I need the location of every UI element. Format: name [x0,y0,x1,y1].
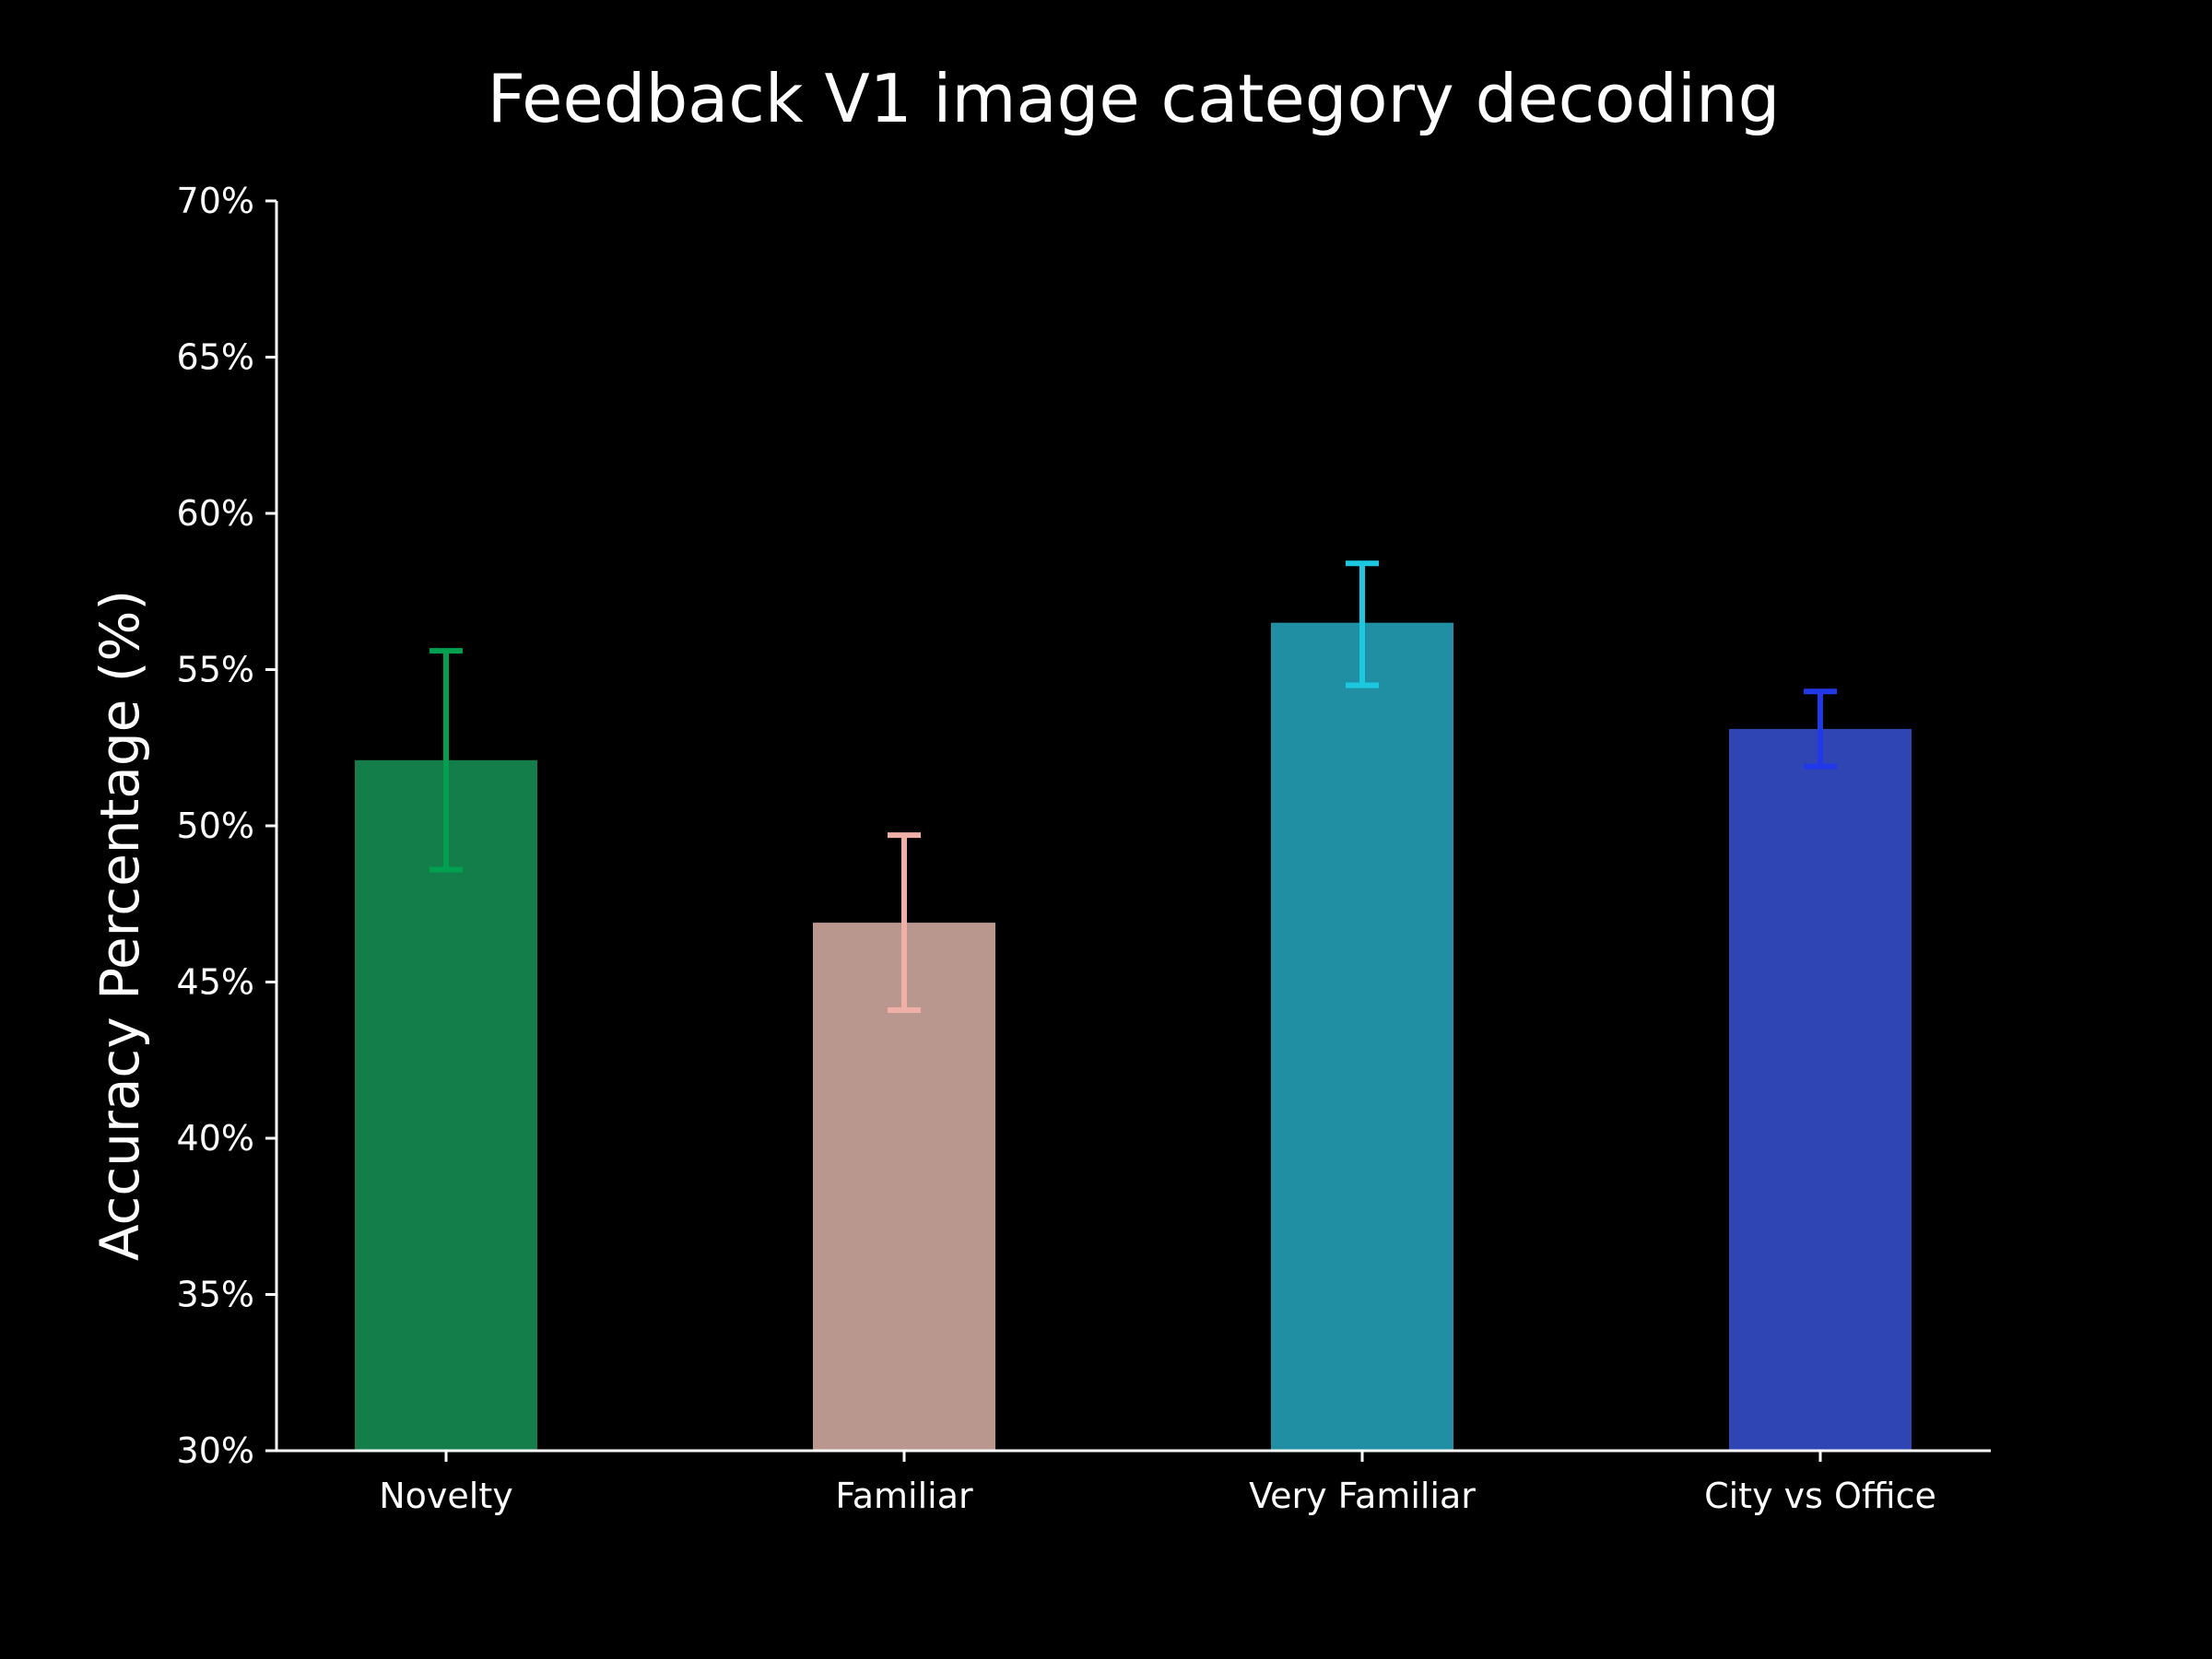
y-tick-label: 35% [177,1275,254,1315]
chart-title: Feedback V1 image category decoding [488,60,1781,137]
x-axis: Novelty Familiar Very Familiar City vs Offi… [276,1449,1991,1516]
y-tick-label: 40% [177,1118,254,1159]
y-tick-label: 50% [177,806,254,846]
bar-2 [1271,622,1453,1451]
bar-3 [1729,728,1912,1451]
bar-0 [355,759,537,1451]
y-tick-label: 30% [177,1430,254,1471]
y-tick-label: 55% [177,650,254,690]
error-bar-2 [1346,560,1379,688]
x-tick-label: Novelty [379,1476,513,1516]
x-tick-label: Very Familiar [1249,1476,1476,1516]
x-tick-label: City vs Office [1704,1476,1936,1516]
error-bar-3 [1804,688,1837,770]
error-bar-1 [888,832,921,1014]
y-tick-label: 60% [177,493,254,534]
bars [355,622,1912,1451]
error-bar-0 [429,648,463,873]
y-tick-label: 70% [177,181,254,221]
y-tick-label: 65% [177,337,254,378]
y-tick-label: 45% [177,962,254,1003]
y-axis-label: Accuracy Percentage (%) [88,590,151,1261]
error-bars [429,560,1837,1014]
x-tick-label: Familiar [835,1476,973,1516]
y-axis: 30% 35% 40% 45% 50% 55% 60% 65% 70% [177,181,278,1471]
